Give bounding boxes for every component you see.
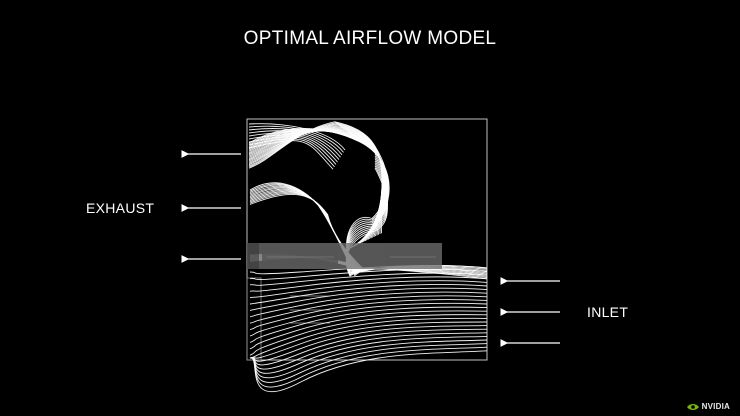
streamline — [249, 295, 488, 324]
streamline — [249, 284, 488, 305]
streamline — [249, 325, 488, 362]
streamline — [249, 306, 488, 343]
streamline — [248, 134, 338, 163]
streamline — [248, 121, 383, 234]
streamline — [249, 299, 488, 331]
slide-title: OPTIMAL AIRFLOW MODEL — [243, 28, 497, 49]
streamline — [249, 314, 488, 356]
exhaust-arrows — [181, 150, 241, 263]
inlet-label: INLET — [587, 304, 629, 320]
streamline — [249, 280, 488, 299]
streamline — [248, 136, 337, 165]
streamline — [249, 350, 488, 392]
streamline — [249, 335, 488, 374]
streamline — [248, 123, 346, 151]
streamline — [249, 276, 488, 292]
nvidia-logo: NVIDIA — [686, 402, 730, 411]
streamline — [249, 310, 488, 350]
streamline — [249, 272, 488, 286]
streamline — [248, 128, 343, 156]
streamline — [249, 287, 488, 311]
streamline — [249, 346, 488, 388]
streamline — [248, 125, 344, 153]
inlet-arrows — [500, 277, 560, 347]
drive-bay-outline — [246, 277, 262, 361]
exhaust-label: EXHAUST — [86, 200, 155, 216]
nvidia-logo-text: NVIDIA — [701, 402, 730, 411]
graphics-card — [259, 243, 442, 269]
streamline — [249, 291, 488, 318]
airflow-streamlines — [248, 121, 488, 392]
nvidia-eye-icon — [686, 403, 699, 410]
streamline — [248, 130, 341, 158]
streamline — [249, 332, 488, 370]
streamline — [249, 317, 488, 359]
streamline — [248, 140, 334, 170]
streamline — [249, 302, 488, 337]
streamline — [248, 132, 340, 160]
card-bracket — [247, 243, 259, 269]
streamline — [248, 138, 335, 168]
streamline — [249, 321, 488, 359]
